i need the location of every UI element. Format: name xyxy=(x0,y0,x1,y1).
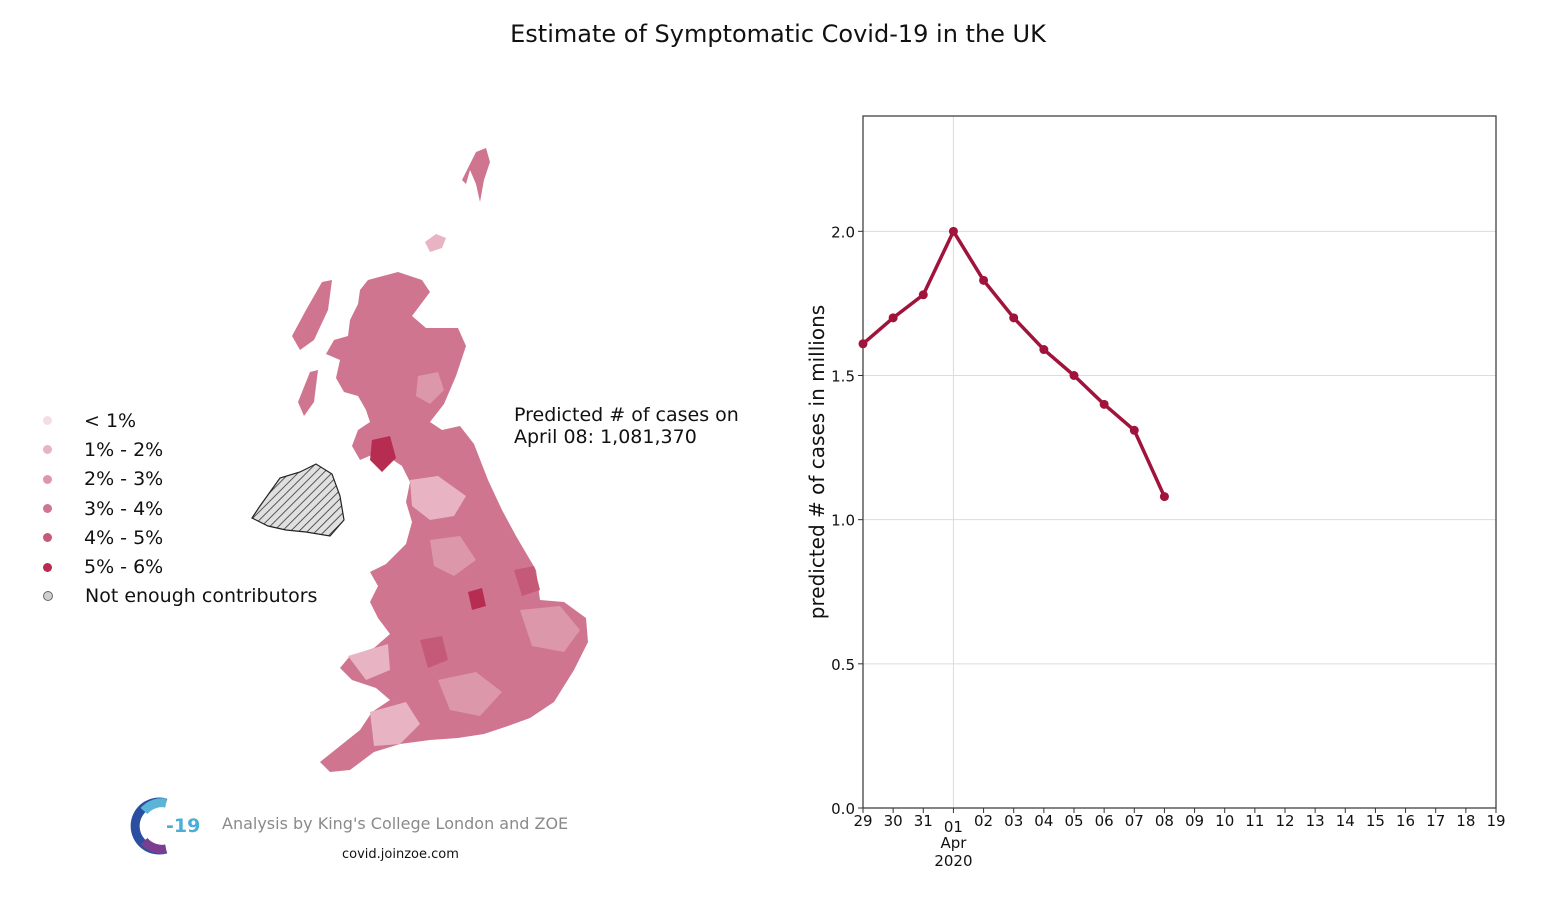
data-point xyxy=(1099,399,1109,409)
x-tick-label: 06 xyxy=(1095,812,1114,830)
zoe-logo: -19 xyxy=(130,797,200,855)
map-area-light xyxy=(348,644,390,680)
legend-label: < 1% xyxy=(84,409,137,432)
y-tick-label: 0.0 xyxy=(831,800,855,818)
hebrides-south xyxy=(298,370,318,416)
logo-text: -19 xyxy=(166,815,200,837)
x-tick-label: 05 xyxy=(1064,812,1083,830)
data-point xyxy=(858,339,868,349)
legend-label: 1% - 2% xyxy=(84,438,164,461)
data-point xyxy=(1159,492,1169,502)
chart-title: Estimate of Symptomatic Covid-19 in the … xyxy=(510,20,1046,48)
x-tick-label: 08 xyxy=(1155,812,1174,830)
x-tick-label: 19 xyxy=(1486,812,1505,830)
map-area-light xyxy=(430,536,476,576)
orkney-islands xyxy=(425,234,446,252)
legend-marker xyxy=(43,416,52,426)
map-area-dark xyxy=(468,588,486,610)
x-tick-label: 13 xyxy=(1306,812,1325,830)
shetland-islands xyxy=(462,148,490,202)
legend-item: < 1% xyxy=(36,406,317,435)
y-tick-label: 2.0 xyxy=(831,223,855,241)
data-point xyxy=(918,290,928,300)
northern-ireland xyxy=(251,463,345,537)
x-tick-label: 12 xyxy=(1275,812,1294,830)
x-tick-label: 29 xyxy=(853,812,872,830)
map-area-light xyxy=(416,372,444,404)
x-year-label: 2020 xyxy=(934,852,972,870)
map-area-dark xyxy=(514,566,540,596)
legend-item: 3% - 4% xyxy=(36,494,317,523)
x-tick-label: 11 xyxy=(1245,812,1264,830)
y-axis-label: predicted # of cases in millions xyxy=(805,305,829,619)
legend-item: 4% - 5% xyxy=(36,523,317,552)
map-area-light xyxy=(410,476,466,520)
prediction-line-2: April 08: 1,081,370 xyxy=(514,426,697,448)
glasgow-area xyxy=(370,436,396,472)
plot-frame xyxy=(862,115,1497,809)
x-tick-label: 10 xyxy=(1215,812,1234,830)
legend-marker xyxy=(43,591,53,602)
x-tick-label: 01 xyxy=(944,818,963,836)
x-tick-label: 31 xyxy=(914,812,933,830)
map-area-dark xyxy=(420,636,448,668)
prediction-annotation: Predicted # of cases on April 08: 1,081,… xyxy=(514,404,739,448)
x-tick-label: 04 xyxy=(1034,812,1053,830)
legend-marker xyxy=(43,474,52,484)
x-tick-label: 18 xyxy=(1456,812,1475,830)
prediction-line-1: Predicted # of cases on xyxy=(514,404,739,426)
x-tick-label: 09 xyxy=(1185,812,1204,830)
x-tick-label: 17 xyxy=(1426,812,1445,830)
legend-marker xyxy=(43,504,52,514)
data-point xyxy=(1039,345,1049,355)
map-area-light xyxy=(370,702,420,746)
data-point xyxy=(1009,313,1019,323)
legend-item: 5% - 6% xyxy=(36,552,317,581)
x-tick-label: 30 xyxy=(884,812,903,830)
uk-map xyxy=(251,148,588,772)
legend-marker xyxy=(43,562,52,572)
legend-label: 2% - 3% xyxy=(84,468,164,491)
data-point xyxy=(888,313,898,323)
map-legend: < 1% 1% - 2% 2% - 3% 3% - 4% 4% - 5% 5% … xyxy=(36,406,317,611)
legend-label: 4% - 5% xyxy=(84,526,164,549)
legend-label: Not enough contributors xyxy=(85,585,318,608)
legend-item: 2% - 3% xyxy=(36,465,317,494)
y-tick-label: 1.0 xyxy=(831,512,855,530)
data-point xyxy=(979,275,989,285)
credit-text: Analysis by King's College London and ZO… xyxy=(222,814,569,833)
line-chart: 0.0 0.5 1.0 1.5 2.0 29 30 31 01 02 03 04 05 06 07 08 09 1… xyxy=(805,115,1506,870)
y-tick-label: 0.5 xyxy=(831,656,855,674)
map-area-light xyxy=(438,672,502,716)
hebrides-islands xyxy=(292,280,332,350)
x-tick-label: 14 xyxy=(1336,812,1355,830)
series-line xyxy=(861,229,1167,498)
x-tick-label: 02 xyxy=(974,812,993,830)
x-tick-label: 15 xyxy=(1366,812,1385,830)
legend-marker xyxy=(43,445,52,455)
legend-item: Not enough contributors xyxy=(36,582,317,611)
legend-label: 5% - 6% xyxy=(84,556,164,579)
map-area-light xyxy=(520,606,580,652)
x-month-label: Apr xyxy=(940,834,967,852)
x-tick-label: 16 xyxy=(1396,812,1415,830)
data-point xyxy=(1069,371,1079,380)
legend-item: 1% - 2% xyxy=(36,435,317,464)
data-point xyxy=(1129,425,1139,435)
data-point xyxy=(948,226,958,236)
legend-label: 3% - 4% xyxy=(84,497,164,520)
legend-marker xyxy=(43,533,52,543)
y-tick-label: 1.5 xyxy=(831,368,855,386)
source-url: covid.joinzoe.com xyxy=(342,847,459,862)
x-tick-label: 07 xyxy=(1125,812,1144,830)
x-tick-label: 03 xyxy=(1004,812,1023,830)
